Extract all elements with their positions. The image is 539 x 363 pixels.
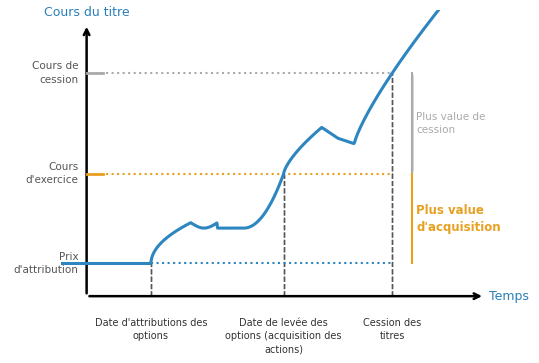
Text: Prix
d'attribution: Prix d'attribution xyxy=(13,252,79,275)
Text: Cours de
cession: Cours de cession xyxy=(32,61,79,85)
Text: Plus value
d'acquisition: Plus value d'acquisition xyxy=(417,204,501,233)
Text: Cession des
titres: Cession des titres xyxy=(363,318,421,341)
Text: Cours
d'exercice: Cours d'exercice xyxy=(26,162,79,185)
Text: Plus value de
cession: Plus value de cession xyxy=(417,112,486,135)
Text: Date de levée des
options (acquisition des
actions): Date de levée des options (acquisition d… xyxy=(225,318,342,354)
Text: Cours du titre: Cours du titre xyxy=(44,5,129,19)
Text: Date d'attributions des
options: Date d'attributions des options xyxy=(95,318,207,341)
Text: Temps: Temps xyxy=(489,290,529,303)
